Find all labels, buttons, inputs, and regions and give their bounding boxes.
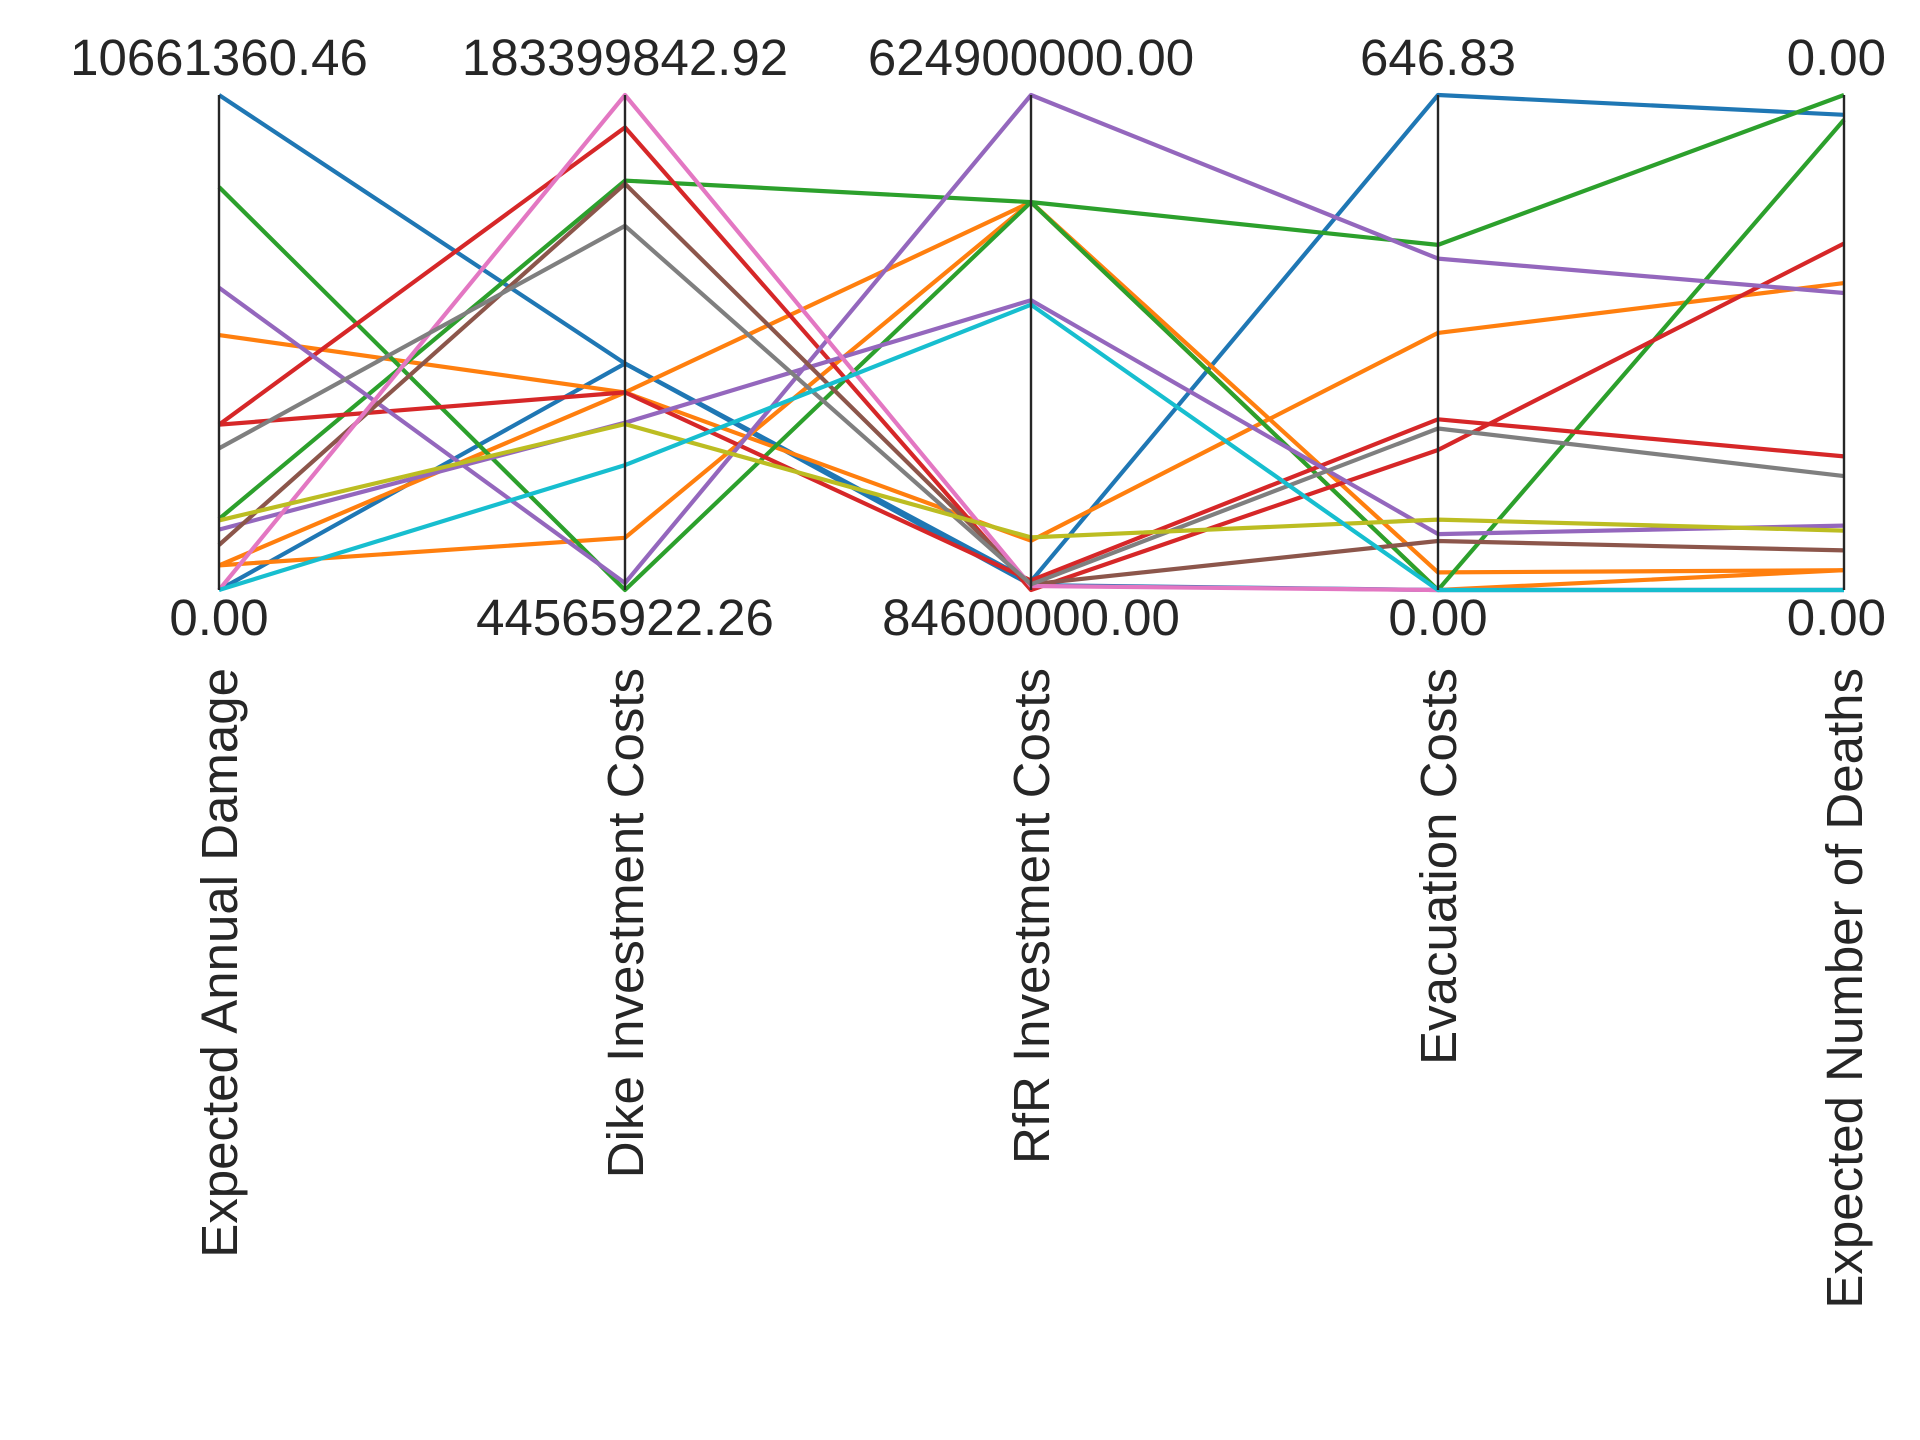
axis-title: Dike Investment Costs bbox=[597, 668, 654, 1178]
axis-max-label: 624900000.00 bbox=[868, 29, 1194, 86]
axis-max-label: 183399842.92 bbox=[462, 29, 788, 86]
labels: 10661360.46 0.00 Expected Annual Damage 183… bbox=[70, 29, 1886, 1309]
axis-min-label: 0.00 bbox=[1388, 589, 1487, 646]
axis-title: Evacuation Costs bbox=[1410, 668, 1467, 1065]
axis-min-label: 44565922.26 bbox=[476, 589, 774, 646]
axis-title: Expected Annual Damage bbox=[191, 668, 248, 1258]
axis-title: RfR Investment Costs bbox=[1003, 668, 1060, 1164]
axis-min-label: 0.00 bbox=[1787, 589, 1886, 646]
axis-max-label: 646.83 bbox=[1360, 29, 1516, 86]
axis-title: Expected Number of Deaths bbox=[1816, 668, 1873, 1309]
axis-min-label: 0.00 bbox=[169, 589, 268, 646]
axes bbox=[217, 95, 1846, 590]
axis-max-label: 10661360.46 bbox=[70, 29, 368, 86]
axis-max-label: 0.00 bbox=[1787, 29, 1886, 86]
axis-min-label: 84600000.00 bbox=[882, 589, 1180, 646]
